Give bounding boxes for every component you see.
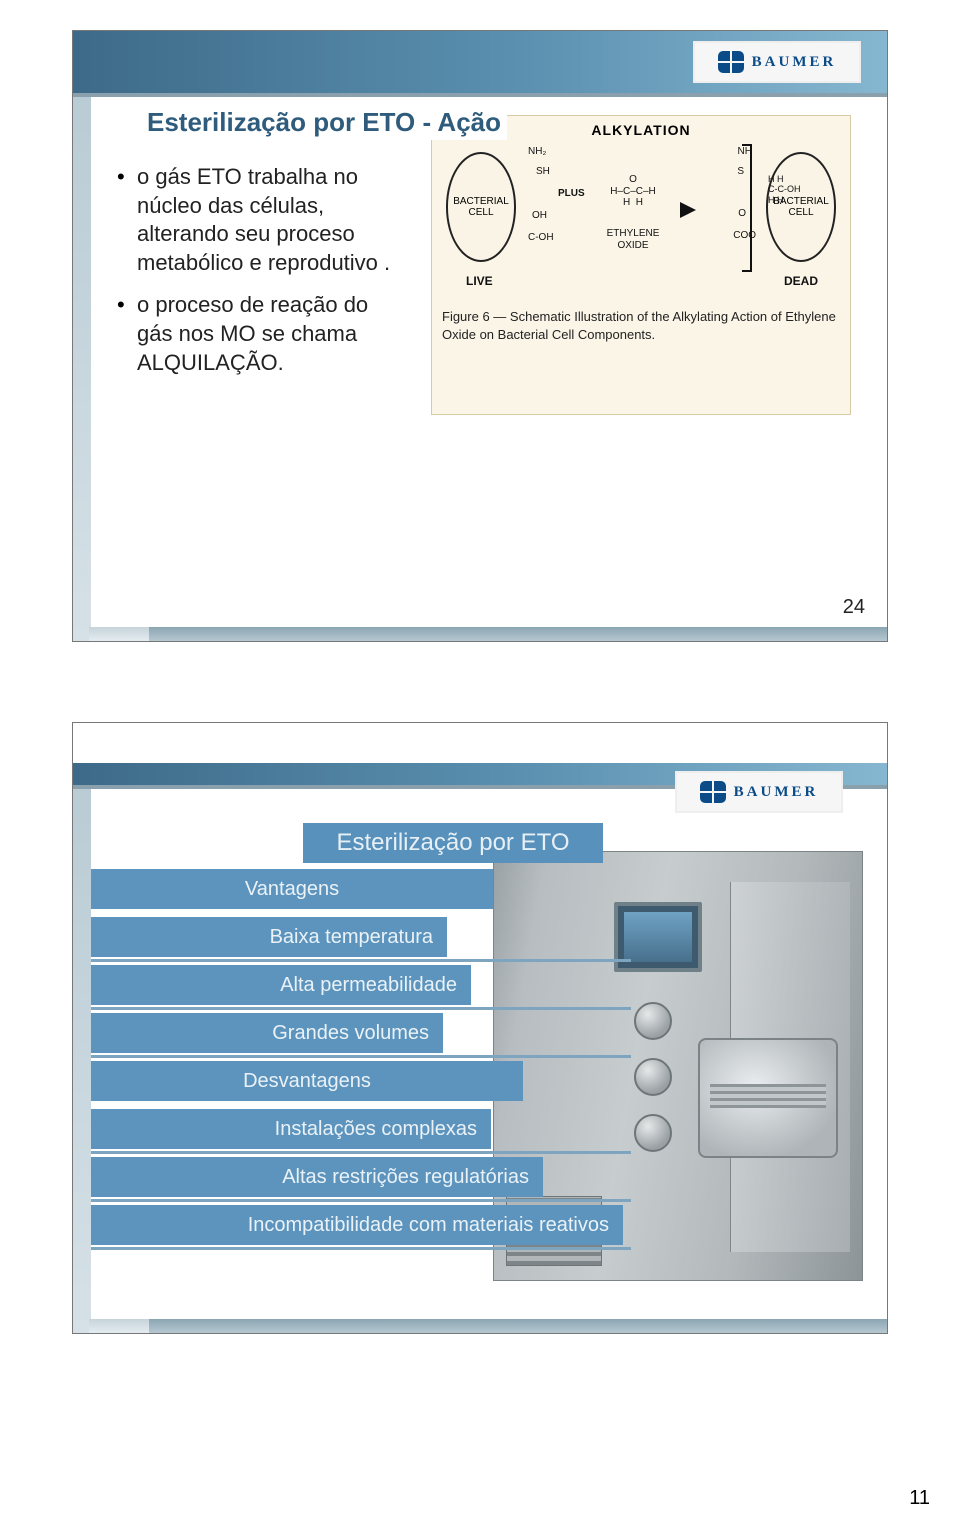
underline-divider [91, 1247, 631, 1250]
slide1-bullet-2: o proceso de reação do gás nos MO se cha… [117, 291, 397, 377]
slide1-title: Esterilização por ETO - Ação [141, 105, 507, 140]
chem-sh: SH [536, 166, 550, 178]
machine-chamber [698, 1038, 838, 1158]
logo-text: BAUMER [752, 54, 837, 71]
slide-left-margin [73, 93, 91, 641]
slide-left-margin [73, 785, 91, 1333]
disadvantage-2: Altas restrições regulatórias [91, 1157, 543, 1197]
disadvantages-heading: Desvantagens [91, 1061, 523, 1101]
chem-nh2: NH₂ [528, 146, 546, 158]
advantages-heading: Vantagens [91, 869, 493, 909]
figure-caption: Figure 6 — Schematic Illustration of the… [442, 308, 840, 343]
slide1-bullet-1: o gás ETO trabalha no núcleo das células… [117, 163, 397, 277]
machine-knob-column [634, 1002, 682, 1182]
disadvantage-1: Instalações complexas [91, 1109, 491, 1149]
slide-2: BAUMER Esterilização por ETO Vantagens B… [72, 722, 888, 1334]
chem-eto-formula: O H–C–C–H H H [594, 174, 672, 209]
document-page-number: 11 [909, 1487, 930, 1510]
chem-coo-right: COO [733, 230, 756, 242]
label-dead: DEAD [784, 274, 818, 288]
slide2-top-whitecut [73, 723, 887, 763]
chem-plus: PLUS [558, 188, 585, 200]
reaction-arrow-icon [680, 202, 696, 218]
disadvantage-3: Incompatibilidade com materiais reativos [91, 1205, 623, 1245]
logo: BAUMER [675, 771, 843, 813]
knob-icon [634, 1058, 672, 1096]
chem-o-right: O [738, 208, 746, 220]
logo: BAUMER [693, 41, 861, 83]
logo-icon [700, 781, 726, 803]
logo-text: BAUMER [734, 784, 819, 801]
label-live: LIVE [466, 274, 493, 288]
underline-divider [91, 1199, 631, 1202]
bacterial-cell-dead: BACTERIAL CELL [766, 152, 836, 262]
chem-oh: OH [532, 210, 547, 222]
chem-nh-right: NH [738, 146, 752, 158]
alkylation-figure: ALKYLATION BACTERIAL CELL BACTERIAL CELL… [431, 115, 851, 415]
slide2-title: Esterilização por ETO [303, 823, 603, 863]
logo-icon [718, 51, 744, 73]
advantage-2: Alta permeabilidade [91, 965, 471, 1005]
chem-s-right: S [737, 166, 744, 178]
slide-bottom-bar [89, 1319, 887, 1333]
slide-1: BAUMER Esterilização por ETO - Ação o gá… [72, 30, 888, 642]
slide1-page-number: 24 [843, 596, 865, 619]
knob-icon [634, 1114, 672, 1152]
chem-coh: C-OH [528, 232, 554, 244]
chem-eto-label: ETHYLENE OXIDE [592, 228, 674, 251]
underline-divider [91, 1055, 631, 1058]
chem-chain-right: H H C-C-OH H H [768, 174, 832, 205]
underline-divider [91, 1007, 631, 1010]
bacterial-cell-live: BACTERIAL CELL [446, 152, 516, 262]
slide-bottom-bar [89, 627, 887, 641]
underline-divider [91, 959, 631, 962]
knob-icon [634, 1002, 672, 1040]
underline-divider [91, 1151, 631, 1154]
advantage-3: Grandes volumes [91, 1013, 443, 1053]
slide1-body: o gás ETO trabalha no núcleo das células… [117, 163, 397, 391]
advantage-1: Baixa temperatura [91, 917, 447, 957]
